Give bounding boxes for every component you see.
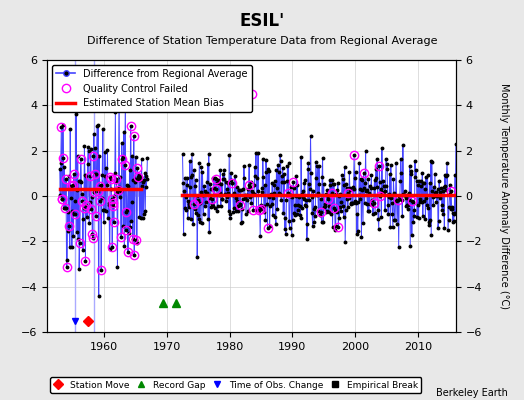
Legend: Difference from Regional Average, Quality Control Failed, Estimated Station Mean: Difference from Regional Average, Qualit…: [52, 65, 252, 112]
Y-axis label: Monthly Temperature Anomaly Difference (°C): Monthly Temperature Anomaly Difference (…: [499, 83, 509, 309]
Text: Berkeley Earth: Berkeley Earth: [436, 388, 508, 398]
Legend: Station Move, Record Gap, Time of Obs. Change, Empirical Break: Station Move, Record Gap, Time of Obs. C…: [50, 377, 421, 393]
Text: Difference of Station Temperature Data from Regional Average: Difference of Station Temperature Data f…: [87, 36, 437, 46]
Text: ESIL': ESIL': [239, 12, 285, 30]
